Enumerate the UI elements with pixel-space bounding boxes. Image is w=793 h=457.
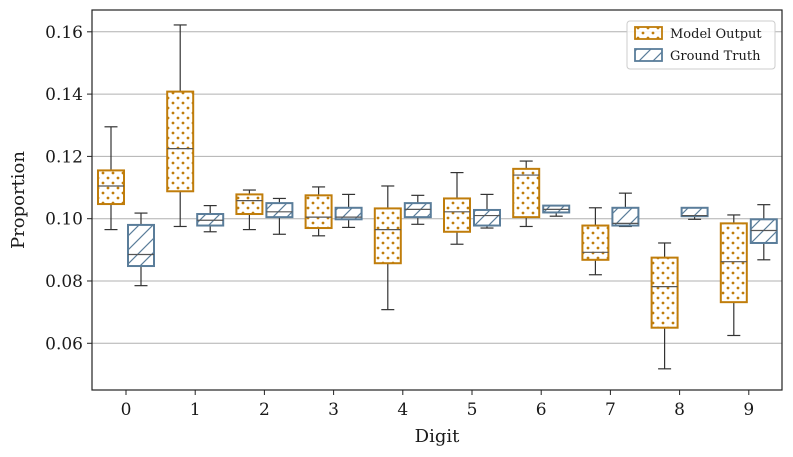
x-tick-label: 5 [467,400,478,420]
legend-swatch-ground-truth [634,48,663,62]
y-tick-label: 0.12 [45,147,83,167]
boxes [97,24,778,370]
x-tick-label: 8 [674,400,685,420]
box-model-output-digit-3 [304,186,333,237]
x-axis-ticks: 0 1 2 3 4 5 6 7 8 9 [121,390,754,420]
x-tick-label: 6 [536,400,547,420]
box-body [127,223,155,268]
y-tick-label: 0.06 [45,334,83,354]
box-body [403,202,432,219]
box-model-output-digit-9 [719,214,748,337]
x-tick-label: 9 [743,400,754,420]
box-body [166,90,195,193]
box-body [265,202,294,219]
box-body [373,207,402,265]
x-tick-label: 3 [328,400,339,420]
box-body [680,206,709,218]
y-tick-label: 0.08 [45,272,83,292]
box-body [473,208,501,227]
box-body [749,218,778,244]
y-axis-label: Proportion [8,151,29,249]
legend-swatch-model-output [634,26,663,40]
box-body [611,206,640,227]
box-body [719,222,748,304]
box-ground-truth-digit-9 [749,204,778,261]
box-ground-truth-digit-8 [680,206,709,220]
box-body [304,194,333,230]
box-ground-truth-digit-3 [334,193,363,229]
legend-frame [626,20,776,70]
x-tick-label: 0 [121,400,132,420]
box-model-output-digit-2 [235,189,264,231]
legend-label-model-output: Model Output [670,27,762,42]
x-tick-label: 7 [605,400,616,420]
box-model-output-digit-5 [443,171,471,245]
box-body [97,169,125,206]
box-ground-truth-digit-5 [473,193,501,229]
box-model-output-digit-0 [97,126,125,231]
box-body [581,224,610,261]
y-tick-label: 0.16 [45,23,83,43]
box-ground-truth-digit-0 [127,212,155,287]
box-ground-truth-digit-2 [265,197,294,235]
x-tick-label: 2 [259,400,270,420]
box-model-output-digit-7 [581,207,610,276]
box-body [512,167,541,219]
box-body [235,193,264,216]
legend: Model Output Ground Truth [626,20,776,70]
y-axis-ticks: 0.06 0.08 0.10 0.12 0.14 0.16 [45,23,92,354]
box-ground-truth-digit-6 [542,204,571,217]
x-axis-label: Digit [415,426,460,447]
box-model-output-digit-8 [650,242,679,370]
box-body [334,206,363,221]
box-model-output-digit-1 [166,24,195,228]
x-tick-label: 1 [190,400,201,420]
y-tick-label: 0.10 [45,210,83,230]
box-body [443,197,471,233]
box-model-output-digit-4 [373,185,402,311]
box-model-output-digit-6 [512,160,541,228]
box-body [650,256,679,329]
box-ground-truth-digit-4 [403,194,432,225]
plot-area-frame [91,9,783,391]
y-tick-label: 0.14 [45,85,83,105]
box-ground-truth-digit-1 [196,205,225,233]
x-tick-label: 4 [397,400,408,420]
box-ground-truth-digit-7 [611,192,640,228]
legend-label-ground-truth: Ground Truth [670,49,761,64]
